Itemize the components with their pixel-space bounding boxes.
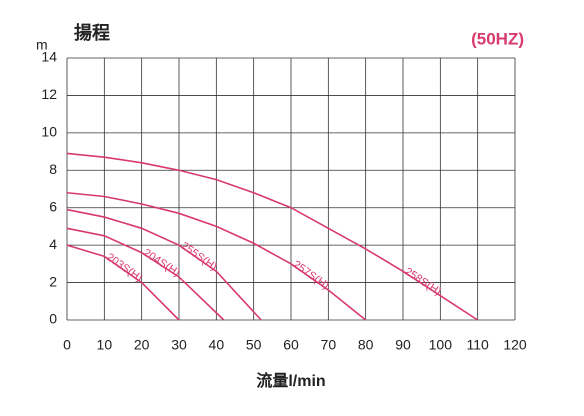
y-tick-label: 2 <box>49 273 57 289</box>
y-tick-label: 0 <box>49 311 57 327</box>
x-tick-label: 100 <box>429 337 453 353</box>
x-tick-label: 30 <box>171 337 187 353</box>
y-tick-label: 4 <box>49 236 57 252</box>
x-tick-label: 60 <box>283 337 299 353</box>
curve-label: 257S(H) <box>291 259 331 292</box>
y-tick-label: 10 <box>41 124 57 140</box>
curve-label: 204S(H) <box>141 247 182 279</box>
curve <box>66 227 225 321</box>
curve <box>66 208 262 321</box>
x-tick-label: 40 <box>209 337 225 353</box>
curve-label: 258S(H) <box>402 266 443 298</box>
x-tick-label: 110 <box>467 337 490 353</box>
x-tick-label: 70 <box>321 337 337 353</box>
x-tick-label: 0 <box>63 337 71 353</box>
x-tick-label: 120 <box>503 337 527 353</box>
x-tick-label: 80 <box>358 337 374 353</box>
chart-subtitle: (50HZ) <box>471 29 524 48</box>
curve <box>66 244 180 321</box>
x-tick-label: 10 <box>97 337 113 353</box>
x-tick-label: 50 <box>246 337 262 353</box>
y-tick-label: 8 <box>49 161 57 177</box>
curve-label: 203S(H) <box>104 251 144 284</box>
y-tick-label: 6 <box>49 198 57 214</box>
x-axis-label: 流量l/min <box>256 371 325 390</box>
x-tick-label: 20 <box>134 337 150 353</box>
x-tick-label: 90 <box>395 337 411 353</box>
y-tick-label: 12 <box>41 86 57 102</box>
curve <box>66 191 367 321</box>
chart-title: 揚程 <box>74 23 110 43</box>
y-tick-label: 14 <box>41 49 57 65</box>
curve <box>66 152 479 321</box>
y-axis-label: m <box>36 37 48 53</box>
